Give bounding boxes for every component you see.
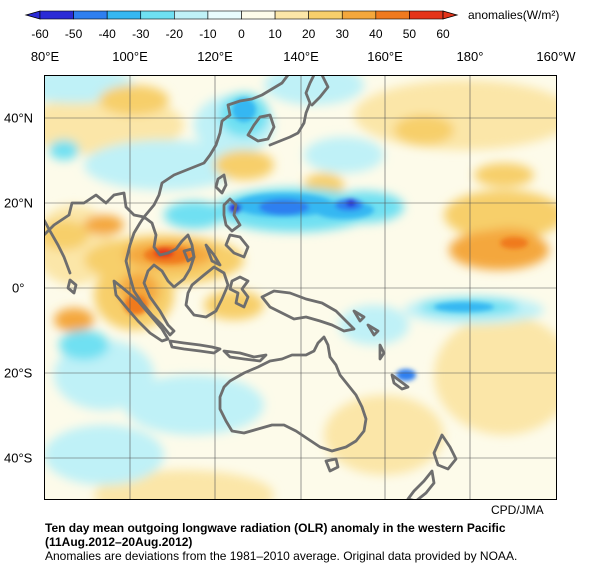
colorbar-cell (341, 10, 377, 20)
colorbar-tick-label: -40 (98, 27, 116, 41)
lon-label-180: 180° (456, 49, 484, 64)
colorbar-tick-label: 0 (238, 27, 245, 41)
colorbar-tick-label: -60 (31, 27, 49, 41)
colorbar-cell (308, 10, 343, 20)
coastlines (44, 75, 458, 500)
colorbar-cell (375, 10, 410, 20)
colorbar-tick-label: -10 (199, 27, 217, 41)
lon-label-140e: 140°E (283, 49, 319, 64)
colorbar-tick-label: -20 (165, 27, 183, 41)
colorbar-tick-label: 60 (436, 27, 450, 41)
colorbar-tick-label: -50 (64, 27, 83, 41)
caption-note: Anomalies are deviations from the 1981–2… (45, 549, 518, 563)
caption-title: Ten day mean outgoing longwave radiation… (45, 521, 506, 549)
lat-label-20n: 20°N (4, 195, 34, 211)
colorbar (24, 10, 459, 20)
colorbar-tick-label: 20 (301, 27, 316, 41)
lon-label-120e: 120°E (197, 49, 233, 64)
colorbar-cell (39, 10, 74, 20)
colorbar-cell (140, 10, 175, 20)
colorbar-cell (241, 10, 276, 20)
lon-label-100e: 100°E (112, 49, 148, 64)
colorbar-arrow-right (442, 10, 459, 20)
colorbar-tick-label: 10 (268, 27, 282, 41)
colorbar-tick-label: 50 (402, 27, 417, 41)
colorbar-title: anomalies(W/m²) (468, 8, 560, 22)
lat-label-40n: 40°N (4, 110, 34, 126)
lat-label-40s: 40°S (4, 450, 33, 466)
colorbar-cell (106, 10, 142, 20)
colorbar-tick-label: -30 (132, 27, 150, 41)
lon-label-80e: 80°E (30, 49, 60, 64)
colorbar-cell (207, 10, 242, 20)
lat-label-20s: 20°S (4, 365, 33, 381)
lon-label-160e: 160°E (367, 49, 403, 64)
olr-anomaly-map (44, 75, 557, 500)
colorbar-arrow-left (24, 10, 41, 20)
graticule (44, 75, 557, 500)
credit-text: CPD/JMA (491, 503, 544, 517)
colorbar-tick-label: 40 (369, 27, 383, 41)
lon-label-160w: 160°W (536, 49, 576, 64)
colorbar-cell (73, 10, 108, 20)
lat-label-0: 0° (12, 280, 25, 296)
colorbar-cell (274, 10, 309, 20)
colorbar-tick-label: 30 (335, 27, 349, 41)
colorbar-cell (174, 10, 209, 20)
colorbar-cell (409, 10, 444, 20)
